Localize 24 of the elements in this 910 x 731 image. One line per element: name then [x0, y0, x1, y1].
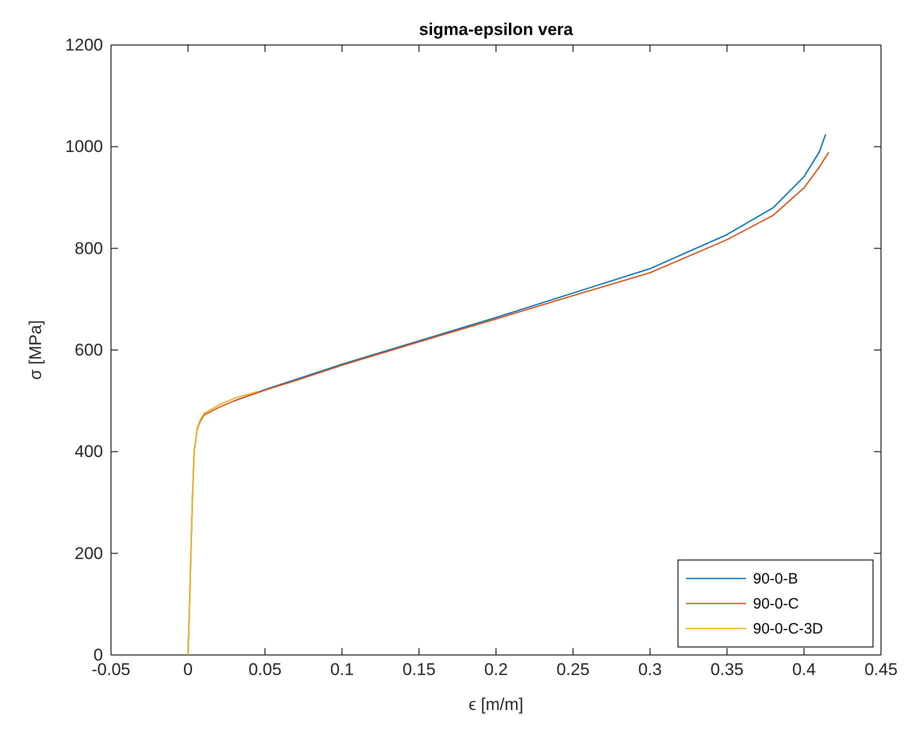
line-series [234, 134, 826, 402]
legend-label: 90-0-C [753, 596, 800, 612]
x-tick-label: 0.3 [638, 660, 662, 680]
x-tick-label: 0.25 [556, 660, 590, 680]
x-axis-title: ϵ [m/m] [468, 695, 524, 714]
x-tick-label: 0 [183, 660, 193, 680]
x-tick-label: 0.2 [484, 660, 508, 680]
x-tick-label: 0.1 [330, 660, 354, 680]
y-tick-label: 200 [74, 544, 103, 563]
y-axis-title: σ [MPa] [26, 320, 45, 380]
chart-title: sigma-epsilon vera [418, 20, 574, 39]
x-tick-label: 0.35 [710, 660, 744, 680]
y-tick-label: 1200 [65, 35, 103, 54]
y-tick-label: 1000 [65, 137, 103, 156]
y-tick-label: 800 [74, 238, 103, 258]
x-tick-label: 0.45 [864, 660, 898, 680]
x-tick-label: 0.4 [792, 660, 816, 680]
legend-label: 90-0-B [753, 570, 798, 588]
x-tick-label: 0.05 [248, 660, 282, 680]
legend-label: 90-0-C-3D [753, 620, 824, 638]
line-series [187, 391, 258, 656]
x-tick-label: 0.15 [402, 660, 436, 680]
y-tick-label: 600 [74, 340, 103, 360]
y-tick-label: 400 [74, 442, 103, 462]
